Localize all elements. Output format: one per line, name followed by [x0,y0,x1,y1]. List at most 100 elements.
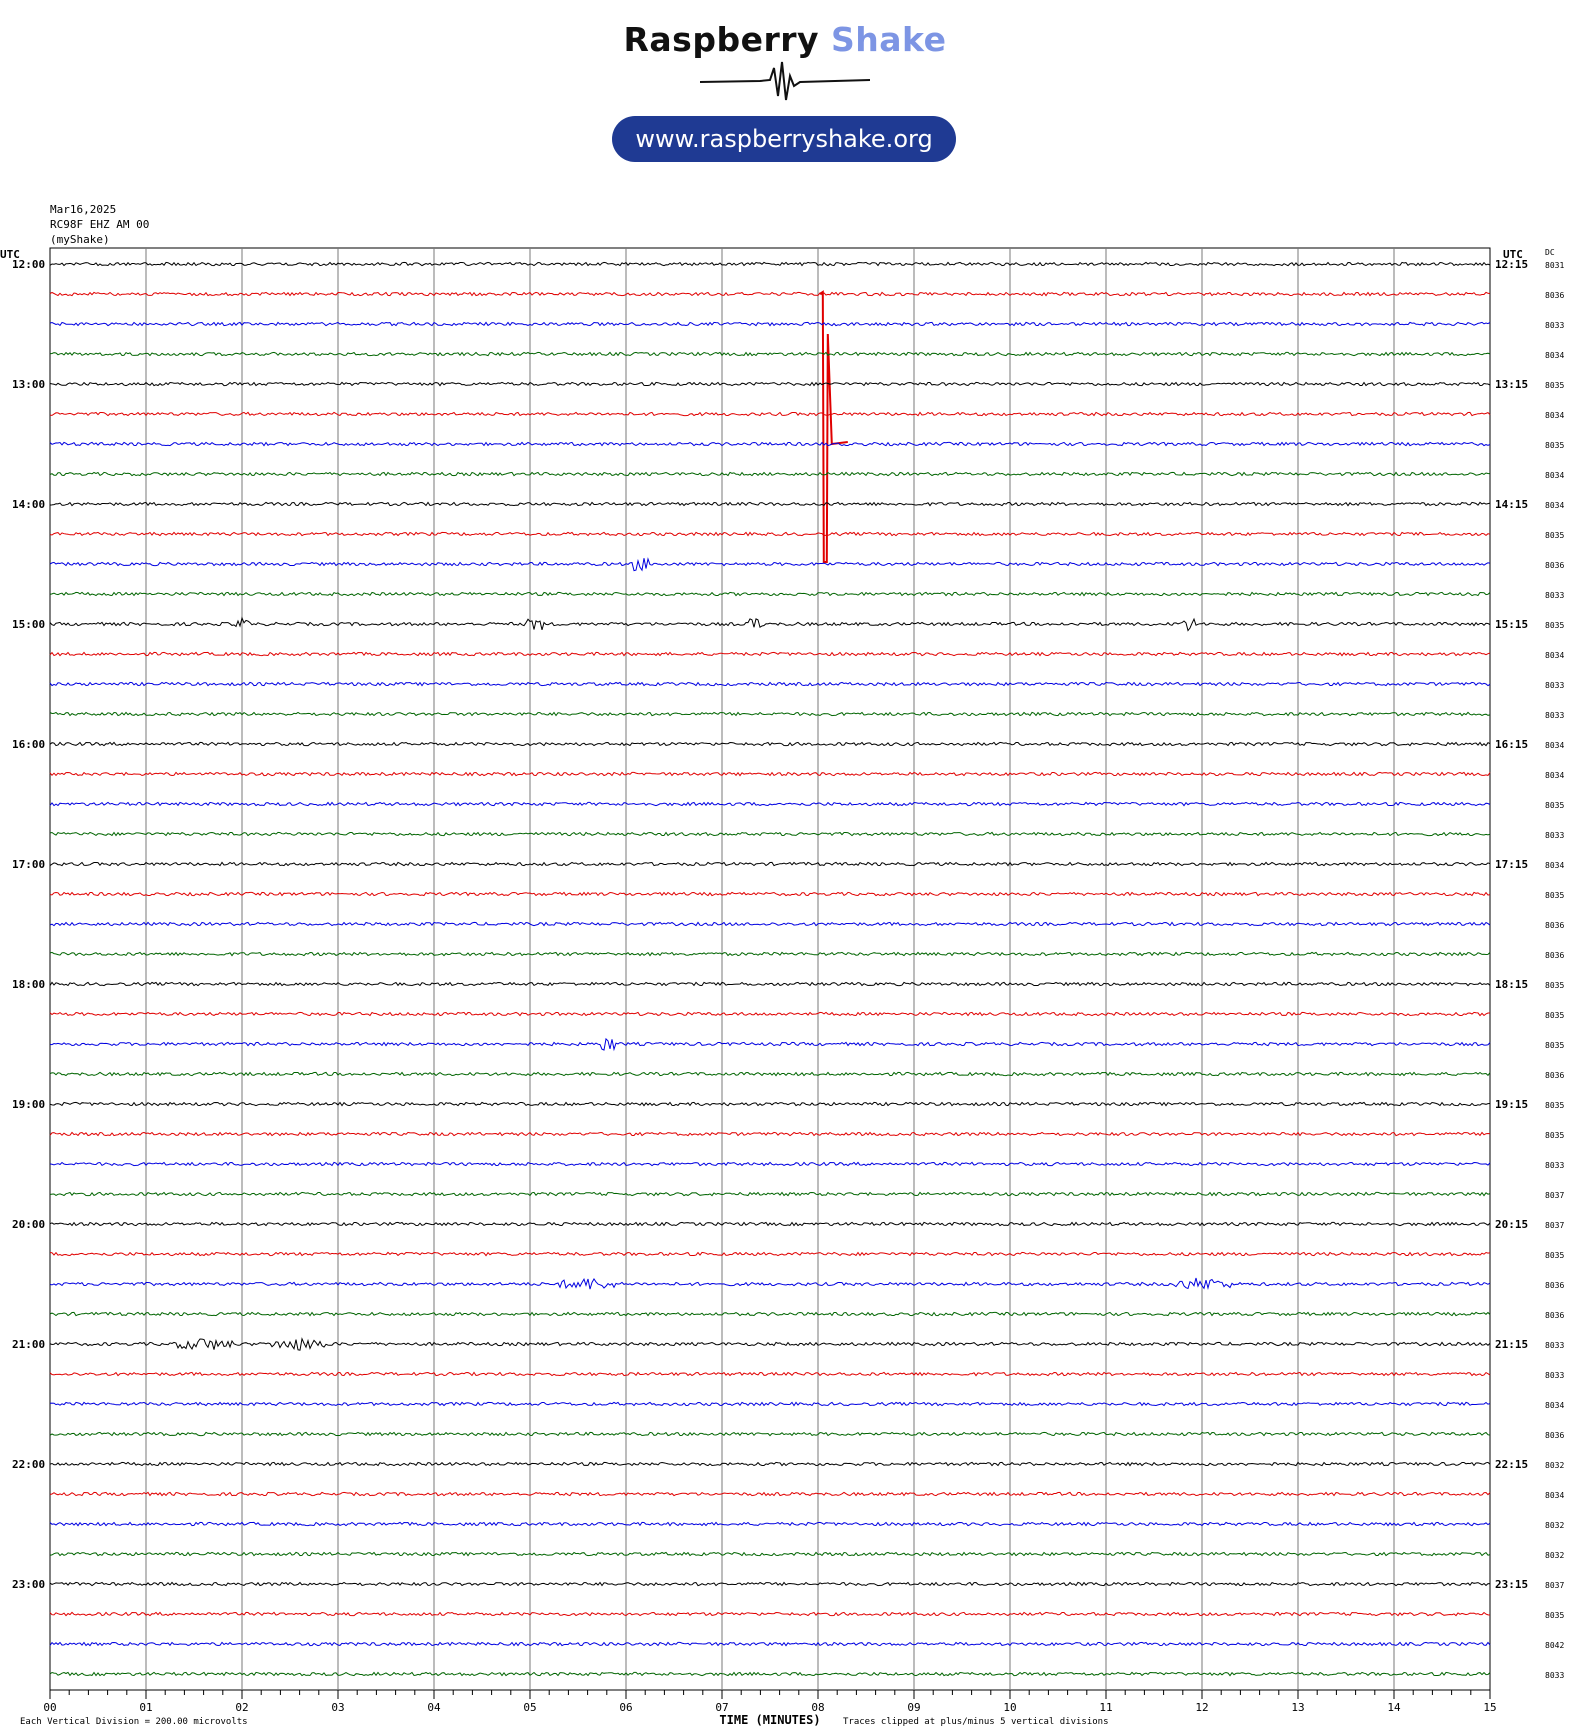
left-hour-label: 23:00 [12,1578,45,1591]
right-hour-label: 12:15 [1495,258,1528,271]
seismic-trace [49,616,1491,632]
clip-note: Traces clipped at plus/minus 5 vertical … [843,1717,1109,1727]
left-hour-label: 14:00 [12,498,45,511]
dc-offset-label: 8036 [1545,561,1564,570]
x-tick-label: 15 [1483,1701,1496,1714]
dc-offset-label: 8032 [1545,1551,1564,1560]
seismic-trace [49,1581,1491,1587]
seismic-trace [49,381,1491,387]
left-axis-label: UTC [0,248,20,261]
left-hour-label: 19:00 [12,1098,45,1111]
dc-offset-label: 8032 [1545,1461,1564,1470]
seismic-trace [49,921,1491,927]
seismic-trace [49,981,1491,987]
left-hour-label: 20:00 [12,1218,45,1231]
seismic-trace [49,1011,1490,1017]
seismic-trace [49,861,1491,867]
x-tick-label: 06 [619,1701,632,1714]
seismic-trace [49,1037,1491,1052]
dc-offset-label: 8032 [1545,1521,1564,1530]
seismic-trace [49,557,1491,572]
dc-offset-label: 8035 [1545,1101,1564,1110]
left-hour-label: 18:00 [12,978,45,991]
x-tick-label: 11 [1099,1701,1112,1714]
left-hour-label: 17:00 [12,858,45,871]
right-hour-label: 23:15 [1495,1578,1528,1591]
seismic-trace [49,591,1491,597]
seismic-trace [49,291,1491,297]
seismic-trace [49,471,1491,477]
dc-offset-label: 8035 [1545,531,1564,540]
right-axis-label: UTC [1503,248,1523,261]
seismic-trace [49,1131,1491,1137]
dc-offset-label: 8037 [1545,1581,1564,1590]
dc-offset-label: 8035 [1545,1251,1564,1260]
seismic-event-spike [819,290,848,563]
station-code: RC98F EHZ AM 00 [50,218,150,231]
brand-url-button[interactable]: www.raspberryshake.org [612,116,956,162]
dc-offset-label: 8035 [1545,621,1564,630]
seismic-wave-logo-icon [700,61,870,101]
right-hour-label: 18:15 [1495,978,1528,991]
x-tick-label: 08 [811,1701,824,1714]
dc-offset-label: 8036 [1545,1281,1564,1290]
dc-offset-label: 8034 [1545,501,1564,510]
left-hour-label: 16:00 [12,738,45,751]
seismic-trace [49,1491,1491,1497]
dc-offset-label: 8036 [1545,291,1564,300]
seismic-trace [49,501,1491,507]
seismic-trace [49,1401,1491,1407]
right-hour-label: 15:15 [1495,618,1528,631]
seismic-trace [49,441,1491,447]
dc-offset-label: 8034 [1545,1401,1564,1410]
dc-offset-label: 8033 [1545,321,1564,330]
dc-offset-label: 8037 [1545,1191,1564,1200]
seismic-trace [49,1101,1491,1107]
right-hour-label: 21:15 [1495,1338,1528,1351]
seismic-trace [49,1251,1491,1257]
seismic-trace [49,681,1491,687]
dc-offset-label: 8036 [1545,1311,1564,1320]
x-tick-label: 10 [1003,1701,1016,1714]
brand-name-part1: Raspberry [623,20,820,59]
dc-offset-label: 8036 [1545,921,1564,930]
seismic-trace [49,1641,1491,1647]
plot-frame [49,247,1491,1691]
seismic-trace [49,711,1491,717]
dc-offset-label: 8033 [1545,1671,1564,1680]
seismic-trace [49,1431,1491,1437]
seismic-trace [49,771,1491,777]
dc-offset-label: 8034 [1545,411,1564,420]
brand-name: Raspberry Shake [0,20,1570,59]
seismic-trace [49,1371,1491,1377]
seismic-trace [49,411,1491,417]
x-tick-label: 14 [1387,1701,1401,1714]
x-tick-label: 07 [715,1701,728,1714]
seismic-trace [49,1551,1491,1557]
dc-offset-label: 8033 [1545,591,1564,600]
dc-offset-label: 8035 [1545,1041,1564,1050]
dc-offset-label: 8035 [1545,981,1564,990]
seismic-trace [49,831,1491,837]
dc-offset-label: 8033 [1545,831,1564,840]
left-hour-label: 12:00 [12,258,45,271]
seismic-trace [49,951,1491,957]
left-hour-label: 13:00 [12,378,45,391]
dc-offset-label: 8036 [1545,1431,1564,1440]
dc-column-label: DC [1545,248,1555,257]
seismic-trace [49,531,1491,537]
seismic-trace [49,1221,1491,1227]
x-tick-label: 00 [43,1701,56,1714]
dc-offset-label: 8034 [1545,1491,1564,1500]
x-tick-label: 03 [331,1701,344,1714]
x-tick-label: 12 [1195,1701,1208,1714]
right-hour-label: 20:15 [1495,1218,1528,1231]
dc-offset-label: 8034 [1545,771,1564,780]
x-tick-label: 05 [523,1701,536,1714]
dc-offset-label: 8035 [1545,441,1564,450]
x-tick-label: 01 [139,1701,152,1714]
dc-offset-label: 8035 [1545,1131,1564,1140]
x-tick-label: 13 [1291,1701,1304,1714]
